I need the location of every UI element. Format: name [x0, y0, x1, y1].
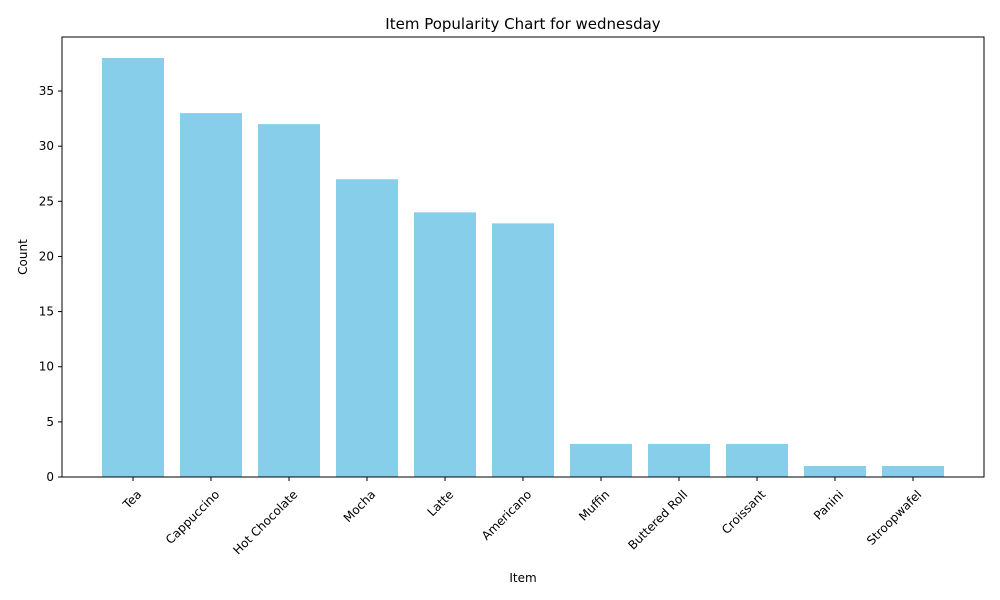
y-tick-label: 30: [39, 139, 54, 153]
bar-buttered-roll: [648, 443, 710, 477]
x-axis: Tea Cappuccino Hot Chocolate Mocha Latte Amer…: [120, 477, 924, 557]
y-tick-label: 15: [39, 305, 54, 319]
bar-panini: [804, 465, 866, 477]
bar-hot-chocolate: [258, 124, 320, 477]
x-tick-label: Buttered Roll: [625, 487, 690, 552]
x-tick-label: Cappuccino: [163, 487, 222, 546]
bar-croissant: [726, 443, 788, 477]
x-tick-label: Americano: [479, 487, 534, 542]
y-axis-label: Count: [16, 239, 30, 275]
bar-stroopwafel: [882, 465, 944, 477]
bar-mocha: [336, 179, 398, 477]
bar-americano: [492, 223, 554, 477]
bar-muffin: [570, 443, 632, 477]
x-tick-label: Mocha: [341, 487, 379, 525]
x-tick-label: Panini: [811, 487, 846, 522]
bars-layer: [102, 57, 944, 478]
x-tick-label: Croissant: [719, 487, 769, 537]
bar-tea: [102, 57, 164, 477]
chart-title: Item Popularity Chart for wednesday: [385, 15, 661, 33]
y-tick-label: 10: [39, 360, 54, 374]
y-tick-label: 35: [39, 84, 54, 98]
x-tick-label: Hot Chocolate: [230, 487, 300, 557]
x-tick-label: Muffin: [576, 487, 612, 523]
x-axis-label: Item: [509, 571, 536, 585]
bar-cappuccino: [180, 113, 242, 478]
y-tick-label: 0: [46, 470, 54, 484]
plot-frame: [61, 36, 985, 478]
y-tick-label: 5: [46, 415, 54, 429]
y-axis: 0 5 10 15 20 25 30 35: [39, 84, 62, 484]
y-tick-label: 25: [39, 194, 54, 208]
bar-latte: [414, 212, 476, 477]
x-tick-label: Tea: [120, 487, 145, 512]
y-tick-label: 20: [39, 249, 54, 263]
x-tick-label: Latte: [425, 487, 457, 519]
x-tick-label: Stroopwafel: [864, 487, 924, 547]
